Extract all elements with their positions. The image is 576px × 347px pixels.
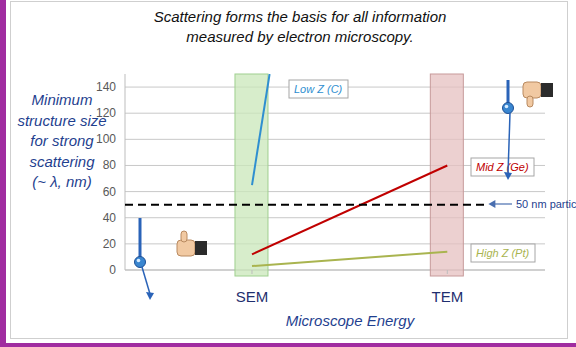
series-label: 50 nm particle bbox=[516, 198, 576, 210]
grid-line bbox=[125, 139, 545, 140]
pin-highlight bbox=[505, 105, 509, 109]
highlight-band bbox=[235, 74, 268, 276]
grid-line bbox=[125, 113, 545, 114]
y-axis-label: structure size bbox=[17, 112, 106, 129]
y-tick-label: 20 bbox=[103, 237, 117, 251]
chart-title: Scattering forms the basis for all infor… bbox=[154, 8, 447, 25]
y-tick-label: 80 bbox=[103, 158, 117, 172]
y-axis-label: Minimum bbox=[32, 91, 93, 108]
thumbs-up-icon bbox=[177, 231, 207, 256]
chart-root: Scattering forms the basis for all infor… bbox=[0, 0, 576, 347]
series-label-box bbox=[471, 244, 535, 262]
x-tick-label: TEM bbox=[431, 288, 463, 305]
x-axis-line bbox=[125, 270, 545, 271]
x-tick bbox=[447, 270, 448, 274]
pin-head bbox=[503, 103, 514, 114]
thumb-fist bbox=[177, 240, 195, 256]
series-label-box bbox=[289, 80, 348, 98]
pin-arrowhead bbox=[504, 172, 512, 180]
grid-line bbox=[125, 191, 545, 192]
series-label: High Z (Pt) bbox=[476, 247, 530, 259]
annotation-arrow bbox=[494, 203, 512, 204]
thumb-fist bbox=[523, 82, 541, 98]
series-label: Low Z (C) bbox=[294, 83, 343, 95]
thumb-sleeve bbox=[195, 241, 207, 255]
y-axis-line bbox=[125, 74, 126, 270]
thumb-finger bbox=[181, 231, 187, 242]
pin-arrow bbox=[508, 113, 510, 174]
chart-title: measured by electron microscopy. bbox=[186, 28, 413, 45]
series-line bbox=[125, 204, 486, 206]
pin-stem bbox=[139, 218, 142, 258]
y-axis-label: scattering bbox=[29, 153, 95, 170]
series-group bbox=[125, 74, 486, 266]
frame-left bbox=[0, 0, 6, 347]
pin-highlight bbox=[137, 259, 141, 263]
thumbs-down-icon bbox=[523, 82, 553, 107]
annotation-arrowhead bbox=[488, 200, 495, 208]
panel-border bbox=[11, 2, 568, 339]
y-tick-label: 60 bbox=[103, 185, 117, 199]
frame-bottom bbox=[0, 343, 576, 347]
series-label: Mid Z (Ge) bbox=[476, 161, 529, 173]
pin-head bbox=[135, 257, 146, 268]
y-axis-label: for strong bbox=[30, 132, 94, 149]
highlight-band bbox=[430, 74, 463, 276]
series-label-box bbox=[471, 158, 534, 176]
y-axis-label: (~ λ, nm) bbox=[32, 173, 91, 190]
x-tick bbox=[251, 270, 252, 274]
x-axis-label: Microscope Energy bbox=[286, 312, 416, 329]
y-tick-label: 0 bbox=[109, 263, 116, 277]
y-tick-label: 120 bbox=[96, 106, 116, 120]
series-line bbox=[252, 252, 447, 266]
y-tick-label: 140 bbox=[96, 80, 116, 94]
pin-stem bbox=[507, 80, 510, 104]
pin-arrow bbox=[142, 267, 150, 294]
series-line bbox=[252, 74, 270, 185]
thumb-sleeve bbox=[541, 83, 553, 97]
y-tick-label: 40 bbox=[103, 211, 117, 225]
background bbox=[0, 0, 576, 347]
series-line bbox=[252, 166, 447, 255]
thumb-finger bbox=[527, 96, 533, 107]
grid-line bbox=[125, 270, 545, 271]
y-tick-label: 100 bbox=[96, 132, 116, 146]
x-tick-label: SEM bbox=[236, 288, 269, 305]
pin-arrowhead bbox=[146, 292, 154, 300]
